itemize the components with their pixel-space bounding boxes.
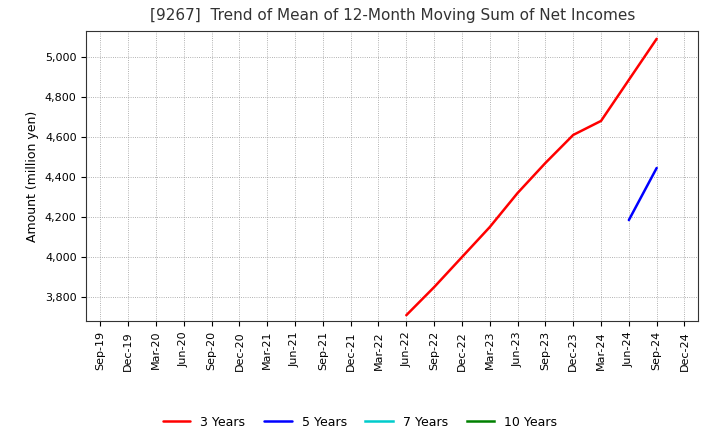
Line: 5 Years: 5 Years <box>629 168 657 220</box>
Title: [9267]  Trend of Mean of 12-Month Moving Sum of Net Incomes: [9267] Trend of Mean of 12-Month Moving … <box>150 7 635 23</box>
Line: 3 Years: 3 Years <box>406 39 657 315</box>
Y-axis label: Amount (million yen): Amount (million yen) <box>27 110 40 242</box>
3 Years <box>485 224 494 230</box>
3 Years <box>513 191 522 196</box>
3 Years <box>569 132 577 138</box>
3 Years <box>541 160 550 165</box>
3 Years <box>652 36 661 41</box>
3 Years <box>458 254 467 260</box>
Legend: 3 Years, 5 Years, 7 Years, 10 Years: 3 Years, 5 Years, 7 Years, 10 Years <box>158 411 562 434</box>
3 Years <box>597 118 606 124</box>
3 Years <box>430 285 438 290</box>
3 Years <box>402 312 410 318</box>
5 Years <box>652 165 661 171</box>
5 Years <box>624 217 633 223</box>
